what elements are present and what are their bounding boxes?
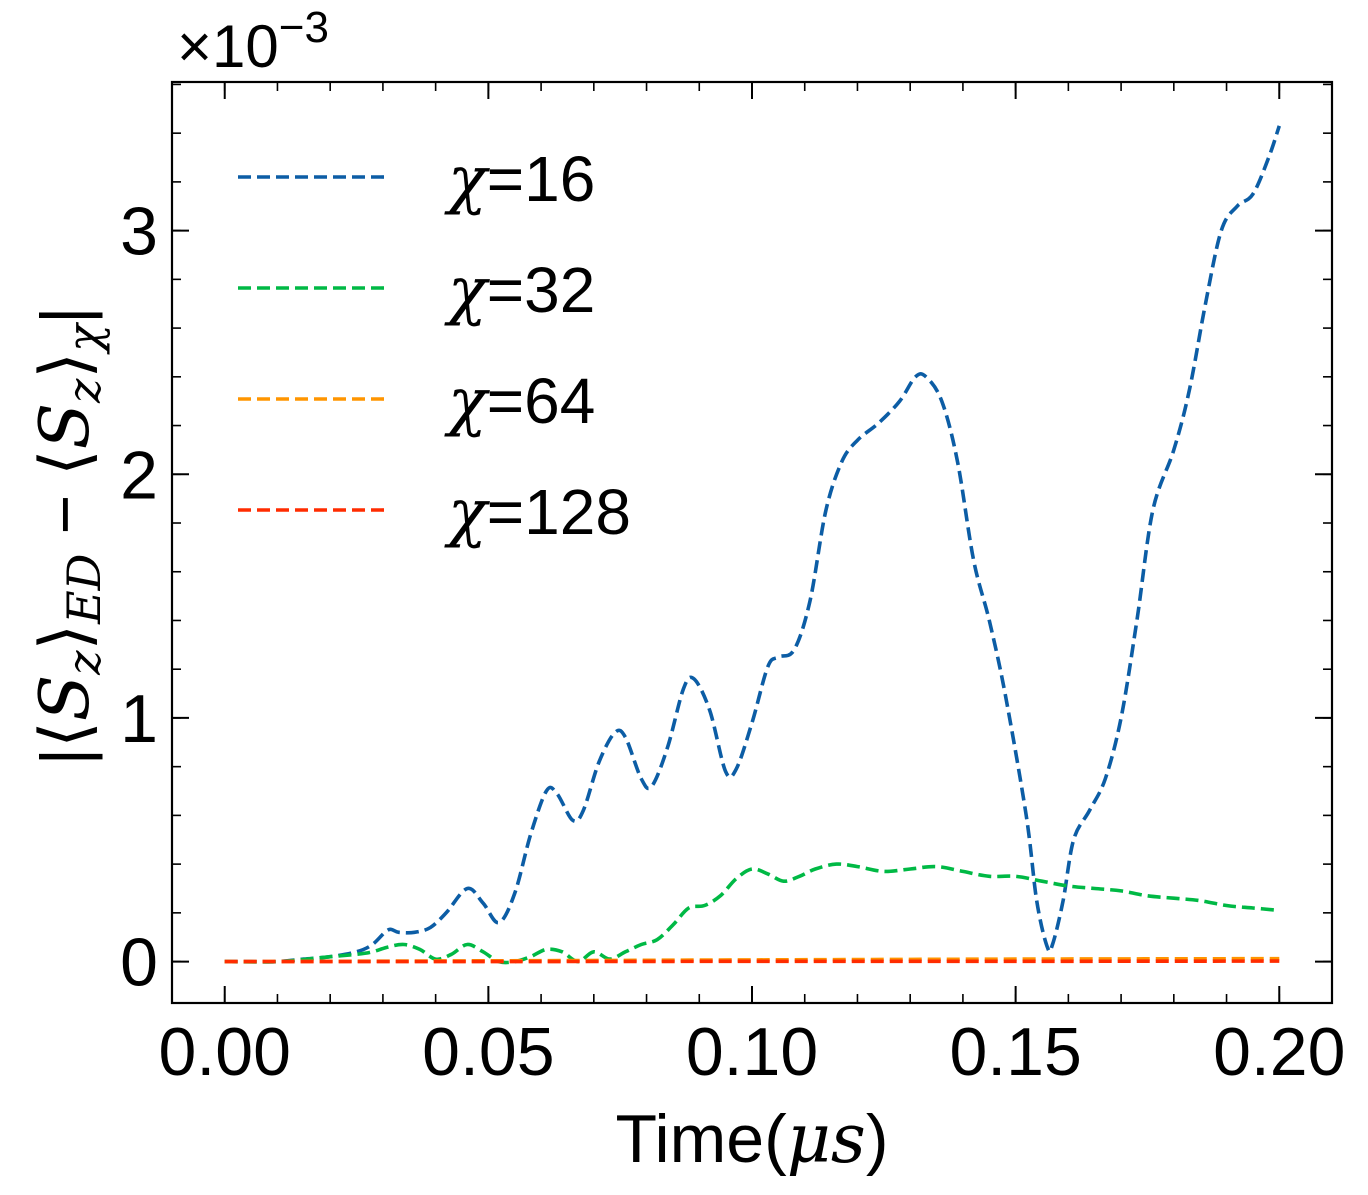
major-ticks	[172, 82, 1332, 1003]
y-title-bar-close: |	[27, 307, 103, 325]
y-tick-label: 0	[120, 925, 158, 1001]
legend-label: χ=128	[444, 476, 631, 550]
y-title-rang1: ⟩	[27, 624, 103, 651]
tick-labels: 0.00 0.05 0.10 0.15 0.20 0 1 2 3	[120, 194, 1345, 1090]
y-title-s2: S	[26, 403, 105, 450]
x-axis-title-close: )	[866, 1101, 889, 1177]
legend-label: χ=32	[444, 254, 595, 328]
y-title-ed: ED	[57, 553, 111, 624]
y-offset-base: ×10	[177, 13, 279, 80]
y-tick-label: 2	[120, 437, 158, 513]
legend-label-value: =64	[487, 365, 596, 437]
x-tick-label: 0.20	[1213, 1014, 1345, 1090]
legend-label-var: χ	[444, 365, 490, 439]
y-title-lang1: ⟨	[27, 721, 103, 748]
y-offset-exponent: −3	[279, 3, 329, 52]
legend-label: χ=64	[444, 365, 595, 439]
y-tick-label: 3	[120, 194, 158, 270]
x-axis-title-unit: μs	[787, 1100, 866, 1179]
y-title-z1: z	[57, 650, 111, 676]
y-title-minus: −	[27, 476, 103, 554]
x-axis-title: Time(μs)	[616, 1100, 889, 1179]
x-tick-label: 0.15	[949, 1014, 1081, 1090]
minor-ticks	[172, 82, 1332, 1003]
y-title-bar-open: |	[27, 748, 103, 766]
x-tick-label: 0.05	[422, 1014, 554, 1090]
y-axis-title: |⟨Sz⟩ED − ⟨Sz⟩χ|	[26, 307, 111, 766]
legend-label-value: =128	[487, 476, 631, 548]
series-line-2	[224, 862, 1280, 965]
y-title-s1: S	[26, 675, 105, 722]
x-tick-label: 0.10	[686, 1014, 818, 1090]
series-lines	[224, 125, 1282, 965]
y-tick-label: 1	[120, 681, 158, 757]
y-title-chi: χ	[57, 321, 111, 355]
series-line-4	[224, 959, 1280, 964]
y-title-z2: z	[57, 378, 111, 404]
y-offset-label: ×10−3	[177, 3, 329, 80]
x-tick-label: 0.00	[159, 1014, 291, 1090]
y-title-lang2: ⟨	[27, 449, 103, 476]
legend-label-var: χ	[444, 143, 490, 217]
legend-label: χ=16	[444, 143, 595, 217]
plot-frame	[170, 80, 1334, 1005]
y-title-rang2: ⟩	[27, 352, 103, 379]
legend-label-var: χ	[444, 476, 490, 550]
series-line-1	[224, 125, 1282, 964]
x-axis-title-text: Time(	[616, 1101, 788, 1177]
legend: χ=16χ=32χ=64χ=128	[238, 143, 631, 550]
legend-label-value: =32	[487, 254, 596, 326]
legend-label-var: χ	[444, 254, 490, 328]
legend-label-value: =16	[487, 143, 596, 215]
